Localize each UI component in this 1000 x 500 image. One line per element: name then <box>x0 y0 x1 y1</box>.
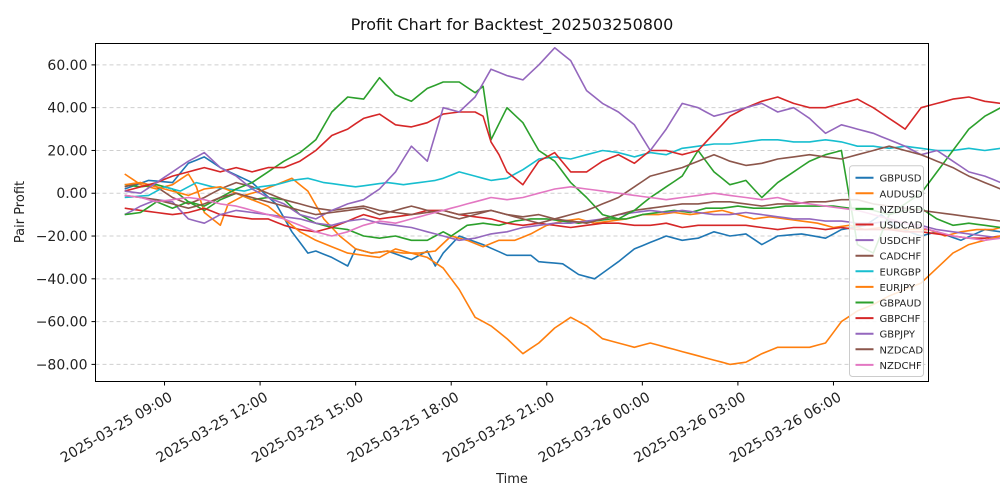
y-tick-label: −80.00 <box>36 357 88 373</box>
legend-entry: GBPCHF <box>880 314 921 325</box>
legend-entry: GBPAUD <box>880 299 922 310</box>
legend-entry: EURGBP <box>880 267 921 278</box>
legend-entry: GBPUSD <box>880 174 922 185</box>
legend-entry: GBPJPY <box>880 330 916 341</box>
legend-box <box>849 165 924 377</box>
y-tick-label: −60.00 <box>36 315 88 331</box>
series-line-gbpchf <box>124 96 1000 192</box>
y-tick-label: −20.00 <box>36 229 88 245</box>
y-tick-label: −40.00 <box>36 272 88 288</box>
series-line-gbpjpy <box>124 46 1000 220</box>
legend-entry: NZDUSD <box>880 205 924 216</box>
legend-entry: USDCAD <box>880 221 923 232</box>
chart-title: Profit Chart for Backtest_202503250800 <box>351 15 674 35</box>
y-tick-label: 0.00 <box>56 186 87 202</box>
legend-entry: AUDUSD <box>880 189 924 200</box>
legend-entry: EURJPY <box>880 283 916 294</box>
x-axis-label: Time <box>495 472 528 487</box>
legend: GBPUSD AUDUSD NZDUSD USDCAD USDCHF CADCHF EURG… <box>849 165 924 377</box>
plot-frame <box>95 43 929 382</box>
y-axis-label: Pair Profit <box>13 181 28 243</box>
gridlines <box>95 64 929 365</box>
legend-entry: CADCHF <box>880 252 922 263</box>
legend-entry: NZDCHF <box>880 361 923 372</box>
legend-entry: NZDCAD <box>880 345 924 356</box>
series-line-eurgbp <box>124 139 1000 199</box>
y-tick-label: 20.00 <box>47 143 87 159</box>
y-tick-label: 60.00 <box>47 58 87 74</box>
series-line-nzdcad <box>124 145 1000 224</box>
y-tick-label: 40.00 <box>47 101 87 117</box>
legend-entry: USDCHF <box>880 236 922 247</box>
